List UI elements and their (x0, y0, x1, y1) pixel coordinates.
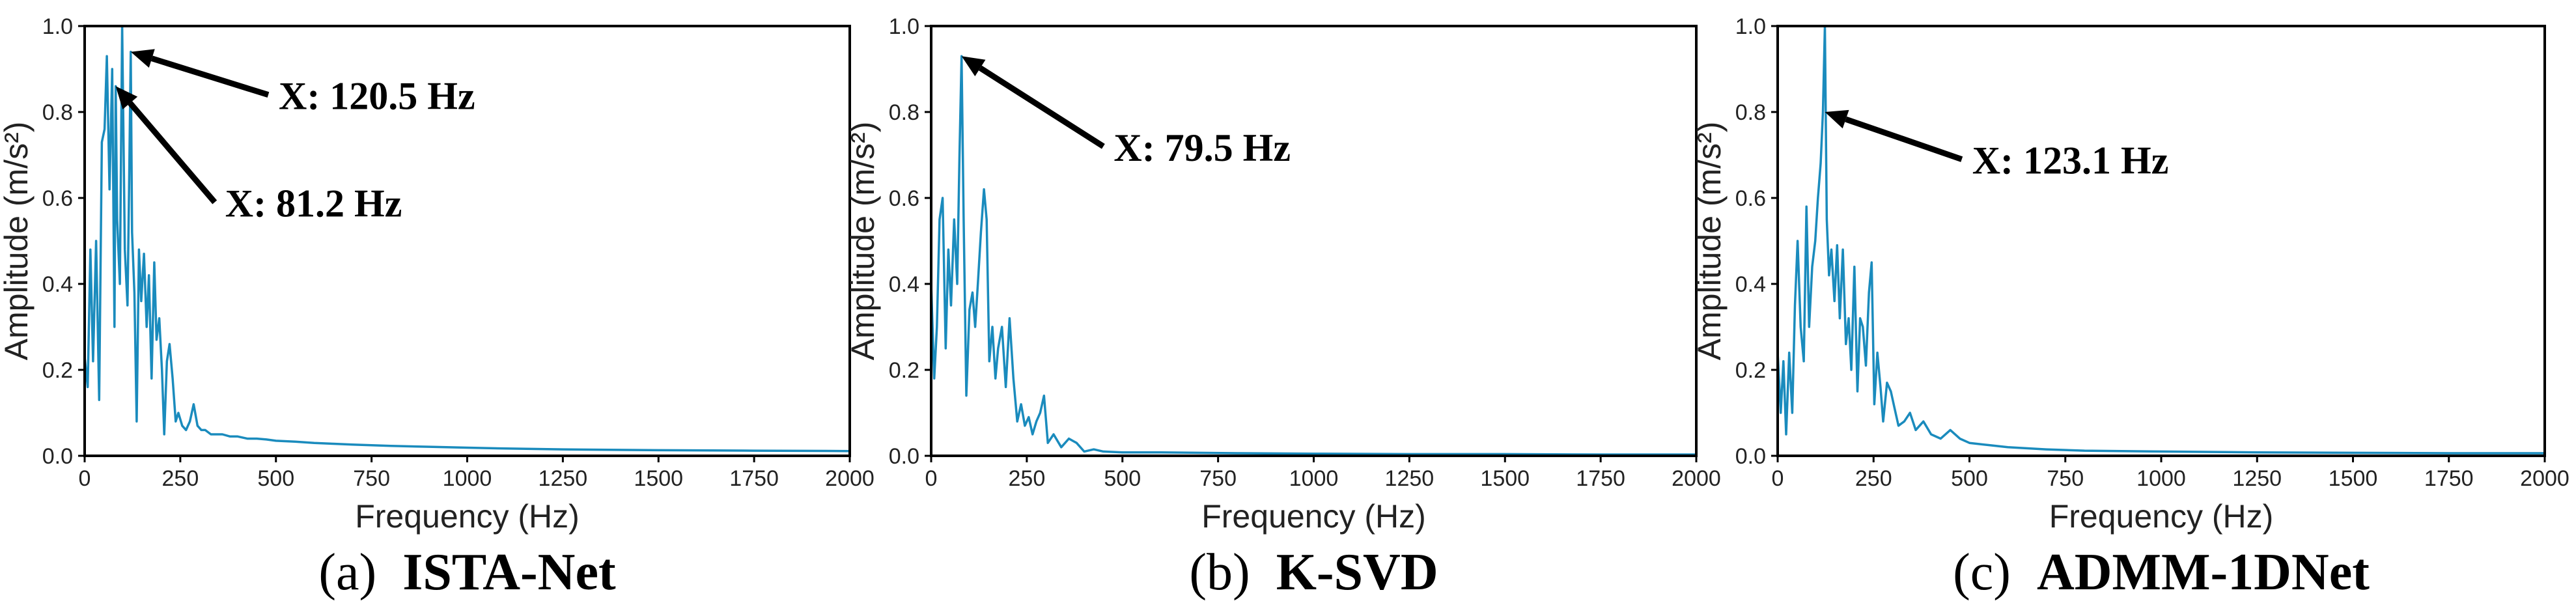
y-tick-label-c-4: 0.8 (1735, 100, 1766, 125)
annotation-label-a-0: X: 120.5 Hz (279, 75, 475, 118)
annotation-arrowhead-b-0 (961, 56, 986, 77)
annotation-arrow-b-0 (978, 65, 1105, 149)
x-tick-labels-c: 0 250 500 750 1000 1250 1500 1750 2000 (1772, 456, 2569, 491)
y-axis-label-c: Amplitude (m/s²) (1691, 122, 1728, 361)
x-tick-label-a-5: 1250 (539, 466, 588, 491)
chart-panel-b: 0.0 0.2 0.4 0.6 0.8 1.0 0 250 500 750 1000 1250 150… (845, 14, 1721, 601)
x-tick-label-c-3: 750 (2047, 466, 2084, 491)
series-k-svd (930, 55, 1696, 456)
caption-b: (b) K-SVD (1189, 544, 1438, 601)
x-tick-label-a-8: 2000 (825, 466, 875, 491)
x-tick-label-c-2: 500 (1951, 466, 1988, 491)
annotation-label-a-1: X: 81.2 Hz (225, 182, 402, 225)
x-tick-label-c-7: 1750 (2424, 466, 2474, 491)
x-axis-label-b: Frequency (Hz) (1201, 498, 1426, 535)
x-axis-label-a: Frequency (Hz) (355, 498, 580, 535)
x-tick-labels-a: 0 250 500 750 1000 1250 1500 1750 2000 (79, 456, 875, 491)
series-admm-1dnet (1776, 25, 2545, 455)
chart-panel-a: 0.0 0.2 0.4 0.6 0.8 1.0 0 250 500 750 1000 1250 150… (0, 14, 875, 601)
x-tick-label-a-6: 1500 (634, 466, 683, 491)
x-tick-label-a-1: 250 (162, 466, 199, 491)
annotation-arrow-a-0 (150, 55, 270, 98)
caption-c-title: ADMM-1DNet (2037, 544, 2370, 601)
x-tick-label-a-7: 1750 (729, 466, 779, 491)
y-tick-labels-a: 0.0 0.2 0.4 0.6 0.8 1.0 (42, 14, 85, 469)
annotation-arrow-a-1 (128, 101, 217, 204)
chart-panel-c: 0.0 0.2 0.4 0.6 0.8 1.0 0 250 500 750 1000 1250 150… (1691, 14, 2569, 601)
x-tick-label-c-1: 250 (1855, 466, 1892, 491)
annotation-arrowhead-a-1 (115, 86, 138, 110)
x-tick-label-a-0: 0 (79, 466, 91, 491)
y-axis-label-b: Amplitude (m/s²) (845, 122, 881, 361)
x-tick-label-c-4: 1000 (2136, 466, 2186, 491)
x-tick-label-b-3: 750 (1199, 466, 1237, 491)
x-tick-label-b-7: 1750 (1576, 466, 1625, 491)
y-tick-labels-c: 0.0 0.2 0.4 0.6 0.8 1.0 (1735, 14, 1778, 469)
caption-b-title: K-SVD (1276, 544, 1438, 601)
series-ista-net (83, 25, 850, 453)
x-tick-label-c-8: 2000 (2520, 466, 2569, 491)
x-tick-label-a-3: 750 (353, 466, 390, 491)
caption-c: (c) ADMM-1DNet (1953, 544, 2370, 601)
series-line-c-0 (1776, 25, 2545, 455)
x-axis-label-c: Frequency (Hz) (2049, 498, 2274, 535)
annotation-label-c-0: X: 123.1 Hz (1972, 139, 2169, 182)
annotation-arrowhead-a-0 (130, 49, 155, 68)
y-tick-label-a-5: 1.0 (42, 14, 73, 39)
x-tick-label-a-4: 1000 (443, 466, 492, 491)
x-tick-label-c-6: 1500 (2329, 466, 2378, 491)
y-axis-label-a: Amplitude (m/s²) (0, 122, 35, 361)
y-tick-label-a-4: 0.8 (42, 100, 73, 125)
annotation-label-b-0: X: 79.5 Hz (1113, 126, 1291, 169)
x-tick-label-b-8: 2000 (1672, 466, 1721, 491)
series-line-a-0 (83, 25, 850, 453)
y-tick-label-b-2: 0.4 (889, 272, 919, 297)
annotations-b: X: 79.5 Hz (961, 56, 1291, 169)
y-tick-label-b-0: 0.0 (889, 444, 919, 469)
caption-a: (a) ISTA-Net (318, 544, 616, 601)
annotations-c: X: 123.1 Hz (1825, 109, 2169, 182)
y-tick-label-c-0: 0.0 (1735, 444, 1766, 469)
y-tick-label-a-1: 0.2 (42, 358, 73, 383)
x-tick-label-b-2: 500 (1104, 466, 1141, 491)
y-tick-label-b-1: 0.2 (889, 358, 919, 383)
x-tick-labels-b: 0 250 500 750 1000 1250 1500 1750 2000 (925, 456, 1721, 491)
x-tick-label-b-0: 0 (925, 466, 938, 491)
y-tick-label-b-3: 0.6 (889, 186, 919, 211)
y-tick-label-b-4: 0.8 (889, 100, 919, 125)
annotations-a: X: 120.5 Hz X: 81.2 Hz (115, 49, 475, 225)
x-tick-label-b-1: 250 (1009, 466, 1046, 491)
caption-a-label: (a) (318, 544, 376, 601)
y-tick-label-c-1: 0.2 (1735, 358, 1766, 383)
x-tick-label-b-5: 1250 (1385, 466, 1435, 491)
y-tick-label-a-2: 0.4 (42, 272, 73, 297)
caption-b-label: (b) (1189, 544, 1250, 601)
y-tick-label-a-3: 0.6 (42, 186, 73, 211)
x-tick-label-c-0: 0 (1772, 466, 1784, 491)
y-tick-labels-b: 0.0 0.2 0.4 0.6 0.8 1.0 (889, 14, 931, 469)
y-tick-label-c-5: 1.0 (1735, 14, 1766, 39)
x-tick-label-b-6: 1500 (1480, 466, 1530, 491)
y-tick-label-c-2: 0.4 (1735, 272, 1766, 297)
x-tick-label-a-2: 500 (257, 466, 294, 491)
x-tick-label-c-5: 1250 (2232, 466, 2282, 491)
caption-a-title: ISTA-Net (402, 544, 616, 601)
y-tick-label-a-0: 0.0 (42, 444, 73, 469)
y-tick-label-b-5: 1.0 (889, 14, 919, 39)
caption-c-label: (c) (1953, 544, 2011, 601)
x-tick-label-b-4: 1000 (1289, 466, 1339, 491)
series-line-b-0 (930, 55, 1696, 456)
y-tick-label-c-3: 0.6 (1735, 186, 1766, 211)
annotation-arrowhead-c-0 (1825, 109, 1849, 129)
annotation-arrow-c-0 (1845, 116, 1963, 162)
